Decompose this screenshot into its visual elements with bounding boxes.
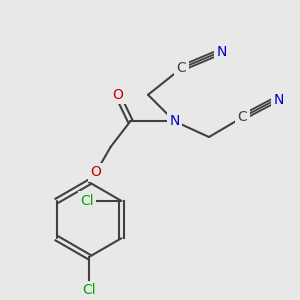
Text: Cl: Cl — [80, 194, 94, 208]
Text: O: O — [91, 165, 101, 179]
Text: O: O — [112, 88, 123, 102]
Text: N: N — [169, 114, 180, 128]
Text: N: N — [274, 93, 284, 107]
Text: Cl: Cl — [82, 283, 96, 297]
Text: N: N — [217, 46, 227, 59]
Text: C: C — [238, 110, 247, 124]
Text: C: C — [177, 61, 186, 75]
